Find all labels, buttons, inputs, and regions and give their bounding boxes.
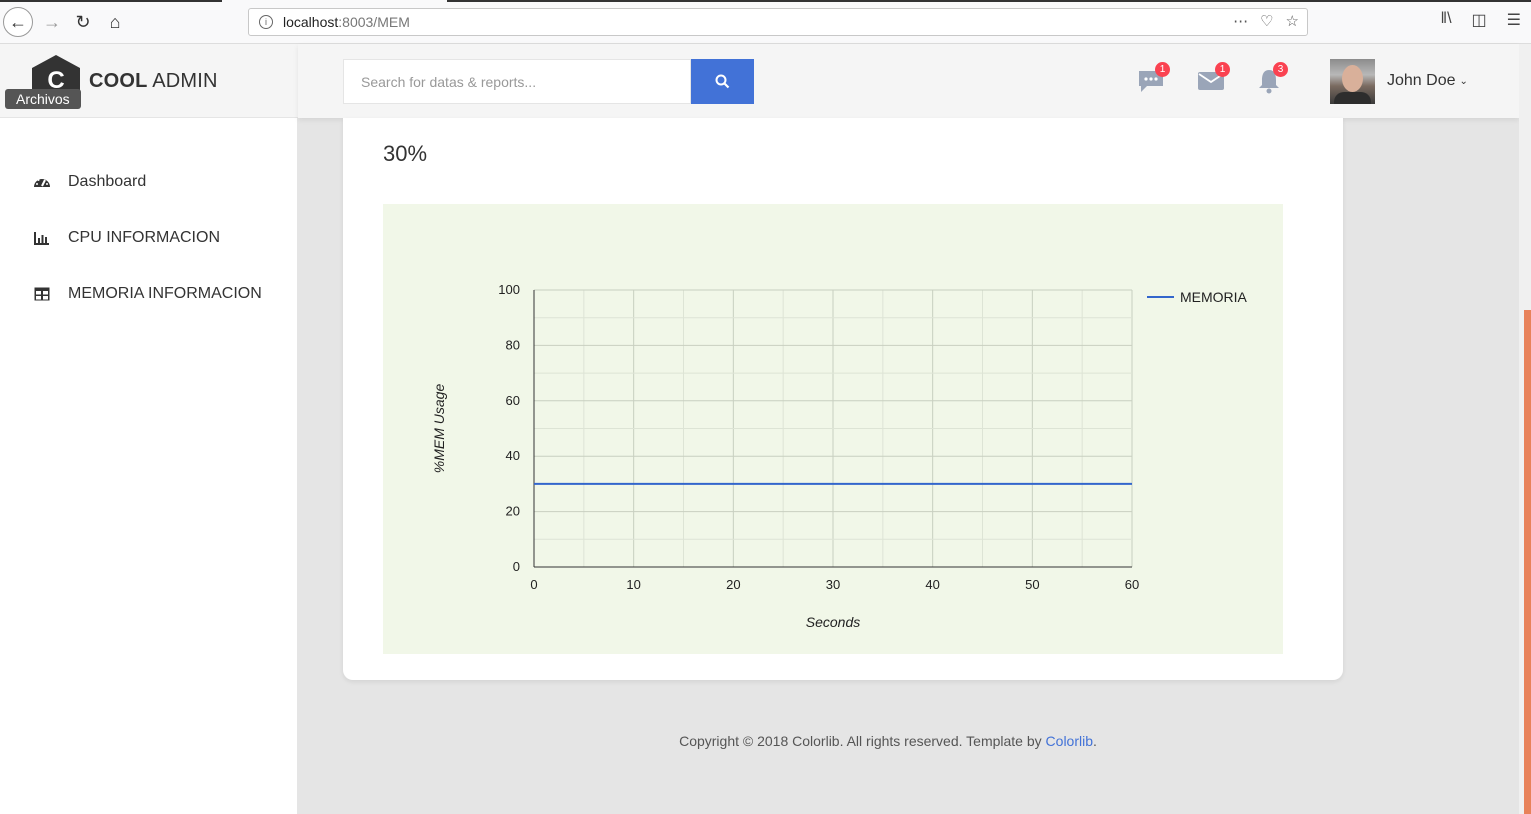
tab-indicator <box>447 0 1531 2</box>
url-path: :8003/MEM <box>338 14 410 30</box>
colorlib-link[interactable]: Colorlib <box>1045 733 1094 749</box>
mail-notification-button[interactable]: 1 <box>1196 62 1230 96</box>
chevron-down-icon: ⌄ <box>1459 75 1468 87</box>
y-tick-label: 20 <box>506 504 520 519</box>
hamburger-menu-icon[interactable]: ☰ <box>1506 12 1521 29</box>
user-name: John Doe <box>1387 72 1456 89</box>
sidebar-menu: Dashboard CPU INFORMACION MEMORIA INFORM… <box>0 154 298 322</box>
y-tick-label: 60 <box>506 393 520 408</box>
pocket-icon[interactable]: ♡ <box>1260 13 1274 30</box>
x-tick-label: 10 <box>626 577 640 592</box>
search-button[interactable] <box>691 59 754 104</box>
sidebar: C COOL ADMIN Archivos Dashboard CPU INFO… <box>0 44 298 814</box>
sidebar-item-dashboard[interactable]: Dashboard <box>0 154 298 210</box>
memory-card: 30% 0 10 20 30 40 50 60 0 20 40 60 80 100 Seconds %MEM… <box>343 118 1343 680</box>
y-axis-label: %MEM Usage <box>431 384 447 474</box>
logo-text[interactable]: COOL ADMIN <box>89 70 218 93</box>
chart-svg: 0 10 20 30 40 50 60 0 20 40 60 80 100 Seconds %MEM Usa… <box>431 282 1248 630</box>
notification-badge: 3 <box>1273 62 1288 77</box>
x-tick-label: 60 <box>1125 577 1139 592</box>
bookmark-star-icon[interactable]: ☆ <box>1285 13 1299 30</box>
chat-icon <box>1139 71 1163 92</box>
bar-chart-icon <box>33 230 51 246</box>
logo-area: C COOL ADMIN Archivos <box>0 44 298 118</box>
logo-text-bold: COOL <box>89 70 148 92</box>
avatar[interactable] <box>1330 59 1375 104</box>
scrollbar-thumb[interactable] <box>1524 310 1531 814</box>
footer: Copyright © 2018 Colorlib. All rights re… <box>343 733 1433 749</box>
memory-chart: 0 10 20 30 40 50 60 0 20 40 60 80 100 Seconds %MEM Usa… <box>383 204 1283 654</box>
y-tick-label: 0 <box>513 559 520 574</box>
notification-badge: 1 <box>1215 62 1230 77</box>
address-bar[interactable]: i localhost:8003/MEM ⋯ ♡ ☆ <box>248 8 1308 36</box>
sidebar-item-label: CPU INFORMACION <box>68 229 220 246</box>
sidebar-item-memoria[interactable]: MEMORIA INFORMACION <box>0 266 298 322</box>
x-tick-label: 20 <box>726 577 740 592</box>
x-tick-label: 30 <box>826 577 840 592</box>
legend-label: MEMORIA <box>1180 289 1248 305</box>
x-tick-label: 40 <box>925 577 939 592</box>
search-icon <box>715 74 730 89</box>
user-menu[interactable]: John Doe ⌄ <box>1387 72 1468 90</box>
search-input[interactable]: Search for datas & reports... <box>343 59 691 104</box>
top-header: Search for datas & reports... 1 1 3 John… <box>298 44 1519 118</box>
memory-percent: 30% <box>383 141 428 166</box>
home-button[interactable]: ⌂ <box>109 11 121 32</box>
logo-text-regular: ADMIN <box>147 70 218 92</box>
url-host: localhost <box>283 14 339 30</box>
y-tick-label: 80 <box>506 337 520 352</box>
chat-notification-button[interactable]: 1 <box>1136 62 1170 96</box>
sidebar-item-cpu[interactable]: CPU INFORMACION <box>0 210 298 266</box>
footer-text: Copyright © 2018 Colorlib. All rights re… <box>679 733 1046 749</box>
browser-toolbar: ← → ↻ ⌂ i localhost:8003/MEM ⋯ ♡ ☆ ‖\ ◫ … <box>0 0 1531 44</box>
forward-button[interactable]: → <box>43 11 61 32</box>
bell-notification-button[interactable]: 3 <box>1254 62 1288 96</box>
sidebar-toggle-icon[interactable]: ◫ <box>1471 12 1487 29</box>
library-icon[interactable]: ‖\ <box>1440 10 1452 27</box>
tachometer-icon <box>33 174 51 190</box>
more-actions-icon[interactable]: ⋯ <box>1233 13 1249 30</box>
footer-end: . <box>1093 733 1097 749</box>
x-axis-label: Seconds <box>806 614 860 630</box>
tab-indicator <box>0 0 222 2</box>
y-tick-label: 100 <box>498 282 520 297</box>
reload-button[interactable]: ↻ <box>75 11 91 32</box>
y-tick-label: 40 <box>506 448 520 463</box>
tooltip: Archivos <box>5 89 81 109</box>
sidebar-item-label: MEMORIA INFORMACION <box>68 285 262 302</box>
back-button[interactable]: ← <box>3 7 33 37</box>
mail-icon <box>1198 72 1224 90</box>
notification-badge: 1 <box>1155 62 1170 77</box>
table-icon <box>33 286 51 302</box>
avatar-body <box>1334 92 1371 104</box>
sidebar-item-label: Dashboard <box>68 173 147 190</box>
x-tick-label: 50 <box>1025 577 1039 592</box>
info-icon[interactable]: i <box>259 15 273 29</box>
scrollbar[interactable] <box>1519 44 1531 814</box>
avatar-head <box>1342 65 1363 92</box>
x-tick-label: 0 <box>530 577 537 592</box>
